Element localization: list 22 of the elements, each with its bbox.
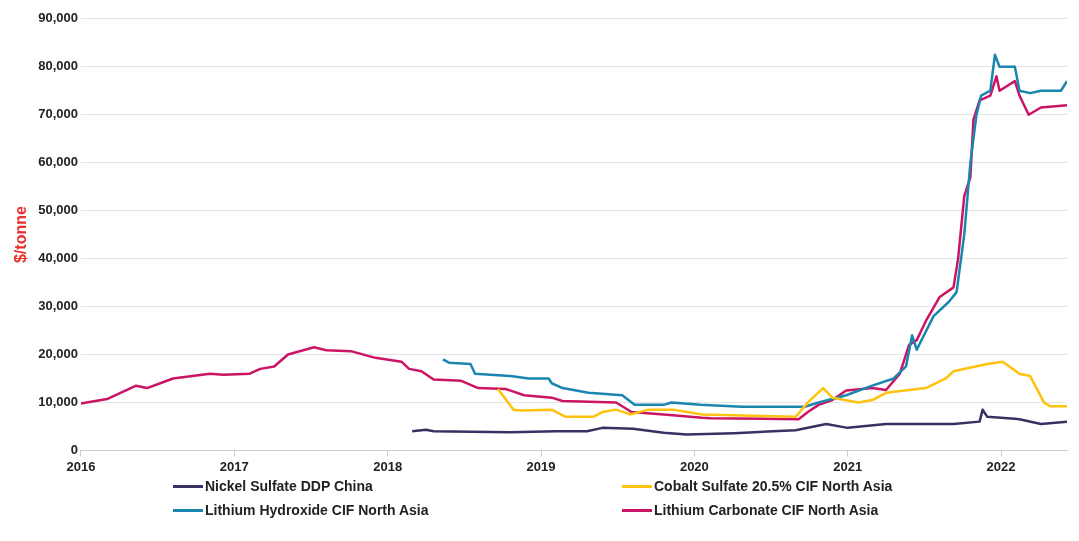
y-tick-label: 80,000 bbox=[38, 58, 78, 74]
x-tick-label: 2016 bbox=[66, 458, 96, 474]
y-tick-label: 60,000 bbox=[38, 154, 78, 170]
x-tick-label: 2019 bbox=[526, 458, 556, 474]
y-tick-label: 70,000 bbox=[38, 106, 78, 122]
x-tick-label: 2018 bbox=[373, 458, 403, 474]
x-tick-label: 2021 bbox=[833, 458, 863, 474]
y-tick-label: 40,000 bbox=[38, 250, 78, 266]
legend-label: Lithium Carbonate CIF North Asia bbox=[654, 502, 879, 518]
x-tick-label: 2022 bbox=[986, 458, 1016, 474]
y-tick-label: 20,000 bbox=[38, 346, 78, 362]
y-tick-label: 30,000 bbox=[38, 298, 78, 314]
y-tick-label: 0 bbox=[70, 441, 78, 457]
y-tick-label: 50,000 bbox=[38, 202, 78, 218]
y-tick-label: 10,000 bbox=[38, 394, 78, 410]
y-axis-title: $/tonne bbox=[12, 206, 30, 264]
legend-label: Nickel Sulfate DDP China bbox=[205, 478, 373, 494]
legend-label: Lithium Hydroxide CIF North Asia bbox=[205, 502, 429, 518]
x-tick-label: 2020 bbox=[679, 458, 709, 474]
y-tick-label: 90,000 bbox=[38, 10, 78, 26]
x-tick-label: 2017 bbox=[219, 458, 249, 474]
legend-label: Cobalt Sulfate 20.5% CIF North Asia bbox=[654, 478, 893, 494]
